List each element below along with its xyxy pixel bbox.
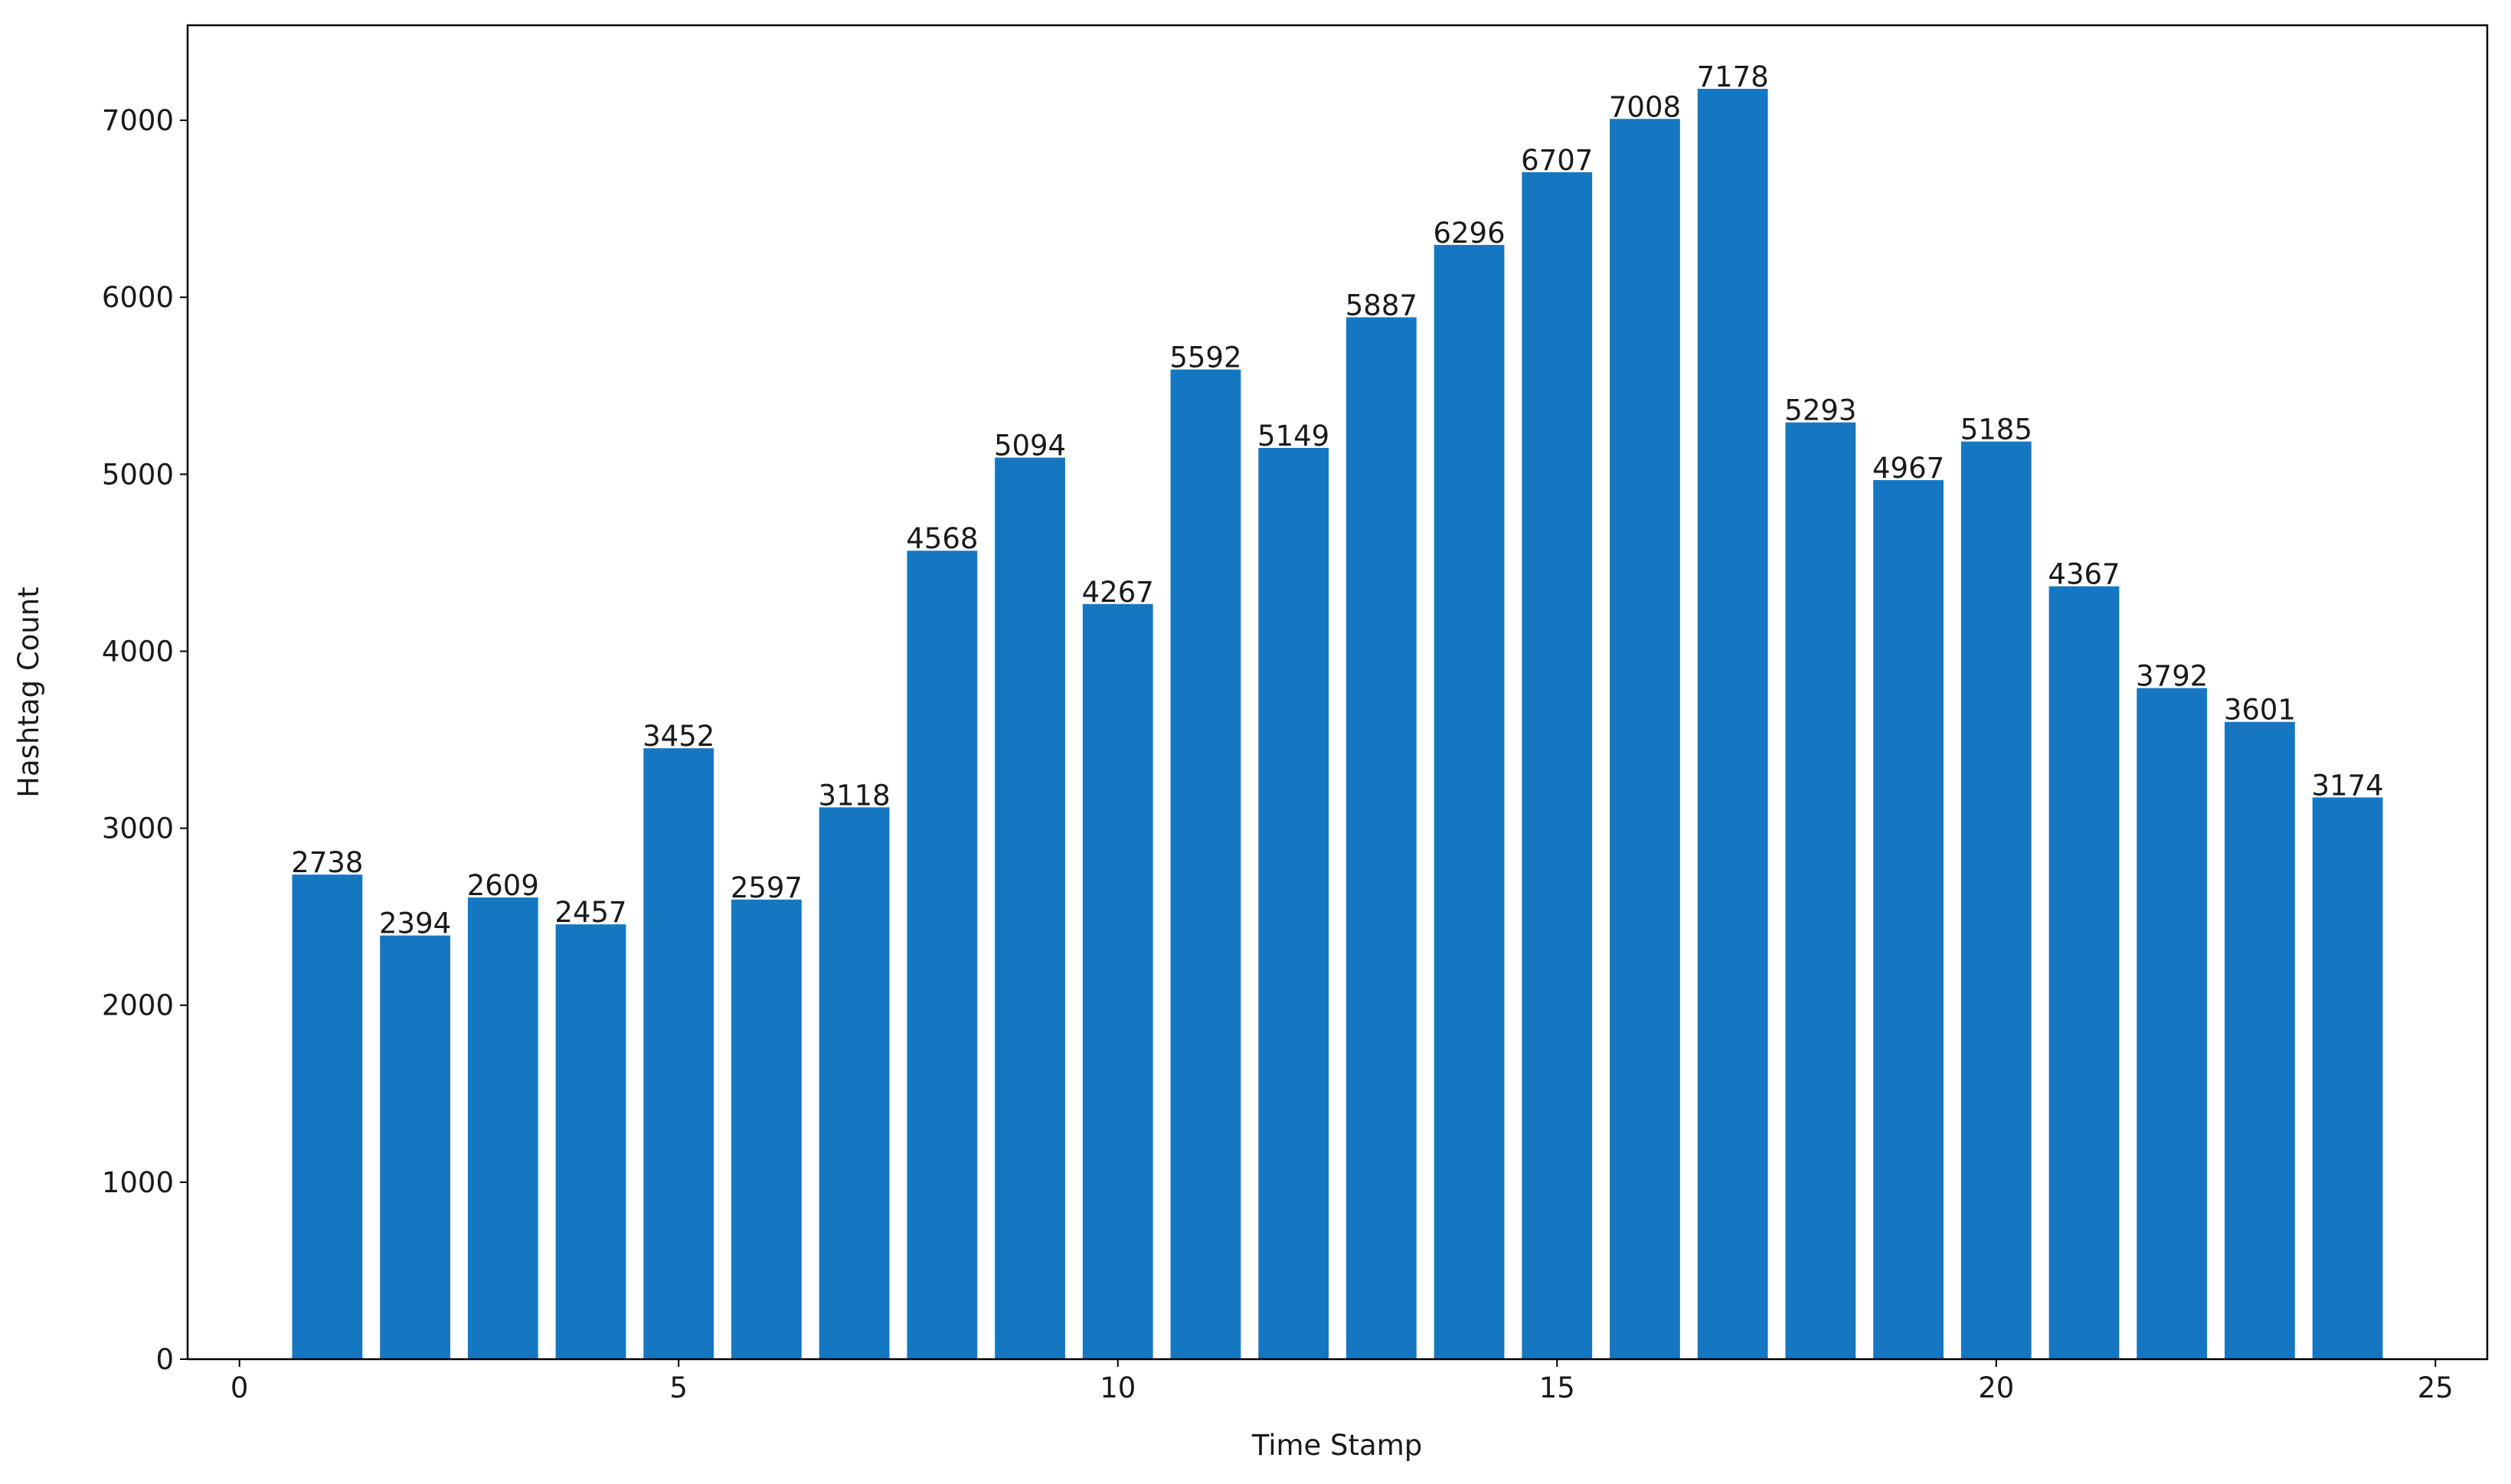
value-label: 3118 [819, 779, 891, 812]
value-label: 5293 [1784, 394, 1856, 427]
value-label: 5149 [1257, 420, 1329, 453]
bar [1345, 317, 1417, 1359]
bar [292, 874, 363, 1359]
x-tick-label: 5 [669, 1371, 688, 1404]
value-label: 7178 [1697, 60, 1769, 93]
bar [1434, 244, 1505, 1360]
value-label: 3174 [2312, 769, 2384, 802]
y-tick-label: 6000 [102, 281, 174, 314]
value-label: 7008 [1609, 90, 1681, 123]
bar [2312, 797, 2383, 1359]
value-label: 4367 [2048, 558, 2120, 591]
value-label: 2394 [379, 907, 451, 940]
bar [1082, 603, 1153, 1359]
x-tick-label: 20 [1978, 1371, 2014, 1404]
bar [1873, 479, 1944, 1360]
value-label: 4967 [1872, 452, 1944, 485]
bar [995, 457, 1065, 1360]
y-tick-label: 4000 [102, 635, 174, 668]
bar [731, 899, 802, 1359]
y-tick-label: 5000 [102, 458, 174, 491]
plot-frame [186, 24, 2489, 1361]
bar [380, 935, 450, 1359]
value-label: 2597 [731, 871, 803, 904]
bar [2048, 586, 2120, 1359]
bar [819, 807, 890, 1359]
x-tick-label: 10 [1100, 1371, 1136, 1404]
value-label: 4568 [906, 522, 978, 555]
value-label: 4267 [1082, 576, 1154, 609]
value-label: 3601 [2224, 694, 2296, 727]
x-tick-label: 25 [2418, 1371, 2454, 1404]
y-axis-label: Hashtag Count [12, 587, 45, 798]
value-label: 5592 [1169, 342, 1241, 374]
bar [1258, 447, 1329, 1359]
y-tick-label: 1000 [102, 1166, 174, 1199]
value-label: 5094 [994, 430, 1066, 463]
bar [643, 748, 714, 1359]
bar [1960, 441, 2032, 1359]
bar [1170, 369, 1241, 1360]
x-axis-label: Time Stamp [1251, 1429, 1423, 1462]
value-label: 3452 [642, 720, 714, 753]
value-label: 2738 [291, 846, 363, 879]
value-label: 6707 [1521, 144, 1593, 177]
bar [1522, 172, 1593, 1359]
y-tick-label: 0 [155, 1343, 174, 1376]
value-label: 5185 [1960, 413, 2032, 446]
bar [1697, 88, 1768, 1360]
bar [1610, 119, 1680, 1360]
y-tick-label: 3000 [102, 812, 174, 845]
value-label: 5887 [1345, 289, 1417, 322]
x-tick-label: 0 [231, 1371, 249, 1404]
y-tick-label: 7000 [102, 104, 174, 137]
value-label: 6296 [1433, 217, 1505, 250]
bar [555, 924, 626, 1359]
bar [907, 551, 978, 1360]
y-tick-label: 2000 [102, 989, 174, 1022]
bar [2225, 721, 2295, 1359]
bar [2137, 688, 2208, 1359]
bar [467, 897, 538, 1359]
value-label: 2609 [467, 869, 539, 902]
value-label: 2457 [554, 896, 626, 929]
x-tick-label: 15 [1539, 1371, 1575, 1404]
bar [1785, 422, 1856, 1360]
value-label: 3792 [2136, 660, 2208, 693]
